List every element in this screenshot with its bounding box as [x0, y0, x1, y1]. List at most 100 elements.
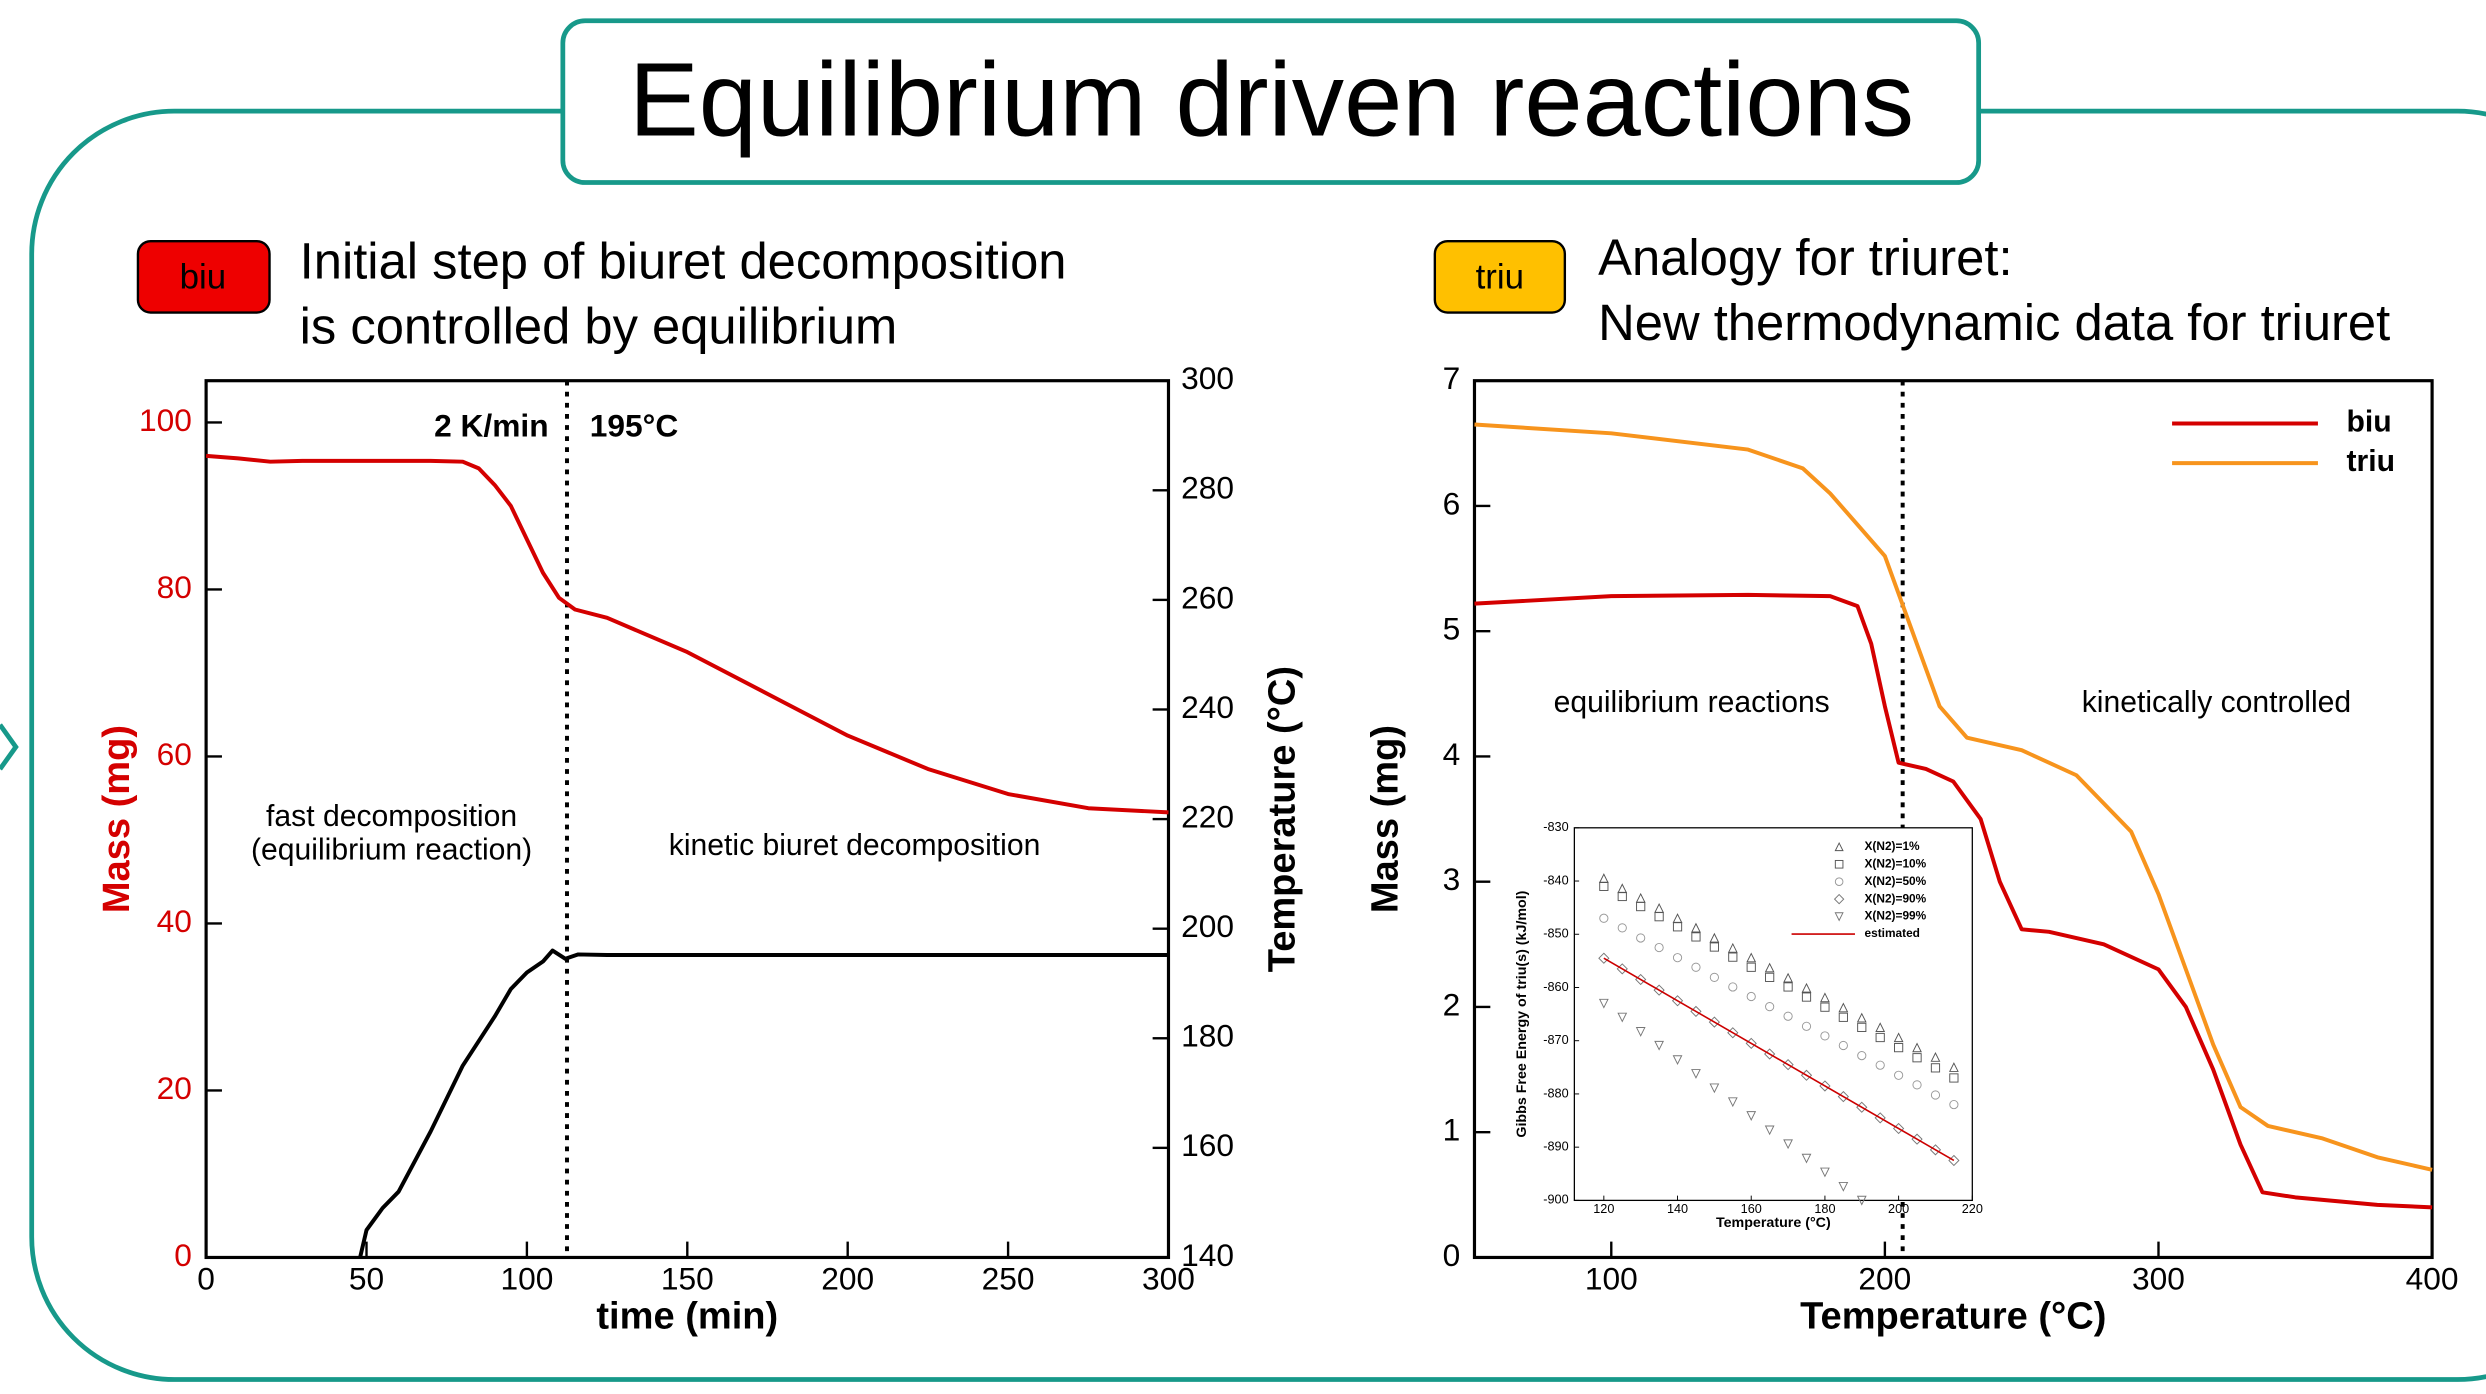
y-axis-label: Mass (mg)	[1364, 725, 1406, 913]
y-tick-label: 3	[1443, 861, 1461, 897]
y-tick-label: 100	[139, 402, 192, 438]
data-point	[1654, 912, 1664, 922]
legend-label: triu	[2346, 445, 2395, 478]
x-tick-label: 0	[197, 1261, 215, 1297]
data-point	[1912, 1042, 1922, 1053]
data-point	[1820, 992, 1830, 1003]
badge-label: biu	[180, 257, 227, 296]
badge-label: triu	[1476, 257, 1524, 296]
annotation: (equilibrium reaction)	[251, 834, 532, 867]
data-point	[1654, 942, 1664, 953]
x-axis-label: Temperature (°C)	[1800, 1295, 2106, 1337]
data-point	[1617, 923, 1627, 933]
x-tick-label: 100	[500, 1261, 553, 1297]
data-point	[1746, 962, 1756, 972]
data-line	[1474, 592, 2433, 1210]
legend-swatch	[1834, 859, 1844, 869]
y-tick-label: -840	[1543, 873, 1568, 887]
data-point	[1672, 953, 1683, 963]
y-tick-label: -870	[1543, 1033, 1568, 1047]
data-point	[1930, 1052, 1941, 1062]
y2-axis-label: Temperature (°C)	[1261, 666, 1303, 972]
data-point	[1765, 972, 1775, 982]
data-point	[1672, 922, 1683, 932]
data-point	[1691, 1069, 1701, 1079]
data-point	[1820, 1031, 1830, 1041]
y-tick-label: -860	[1543, 980, 1568, 994]
data-point	[1912, 1080, 1922, 1090]
data-point	[1894, 1070, 1904, 1080]
data-point	[1838, 1181, 1849, 1192]
annotation: fast decomposition	[266, 800, 517, 833]
data-point	[1801, 982, 1812, 993]
data-point	[1709, 1083, 1720, 1094]
data-point	[1636, 901, 1646, 912]
plot-frame	[1573, 827, 1973, 1202]
data-point	[1912, 1053, 1922, 1063]
y-tick-label: -830	[1543, 820, 1568, 834]
data-point	[1875, 1060, 1885, 1070]
data-point	[1617, 1012, 1628, 1023]
legend-label: X(N2)=50%	[1864, 874, 1926, 888]
side-arrow	[0, 723, 19, 771]
data-point	[1801, 992, 1812, 1002]
data-line	[358, 948, 1169, 1258]
data-point	[1672, 1055, 1683, 1066]
y-tick-label: 20	[157, 1070, 192, 1106]
data-point	[1930, 1063, 1941, 1073]
annotation: 195°C	[590, 408, 679, 444]
data-point	[1857, 1022, 1867, 1032]
x-tick-label: 400	[2406, 1261, 2459, 1297]
y2-tick-label: 140	[1181, 1237, 1234, 1273]
legend-label: biu	[2346, 405, 2391, 438]
data-point	[1728, 952, 1738, 962]
data-point	[1727, 1097, 1738, 1108]
data-point	[1765, 1002, 1775, 1012]
data-point	[1709, 972, 1719, 982]
x-tick-label: 150	[661, 1261, 714, 1297]
data-point	[1764, 962, 1775, 973]
legend-swatch	[1833, 893, 1845, 905]
y2-tick-label: 300	[1181, 360, 1234, 396]
y2-tick-label: 180	[1181, 1018, 1234, 1054]
x-tick-label: 220	[1962, 1202, 1983, 1216]
data-point	[1746, 1111, 1757, 1121]
annotation: kinetically controlled	[2082, 686, 2351, 719]
y2-tick-label: 240	[1181, 689, 1234, 725]
y-axis-label: Gibbs Free Energy of triu(s) (kJ/mol)	[1514, 890, 1530, 1137]
data-point	[1728, 982, 1738, 992]
data-point	[1820, 1002, 1830, 1012]
data-point	[1783, 1011, 1793, 1021]
y-tick-label: -890	[1543, 1140, 1568, 1154]
data-line	[205, 453, 1169, 815]
legend-swatch	[1834, 877, 1844, 886]
data-point	[1820, 1167, 1830, 1178]
y-tick-label: 1	[1443, 1112, 1461, 1148]
legend-label: estimated	[1864, 926, 1919, 940]
data-point	[1727, 942, 1738, 953]
x-tick-label: 180	[1814, 1202, 1835, 1216]
data-point	[1801, 1153, 1812, 1164]
data-point	[1654, 1040, 1665, 1051]
y-tick-label: 7	[1443, 360, 1461, 396]
data-point	[1617, 891, 1627, 902]
y2-tick-label: 280	[1181, 470, 1234, 506]
y2-tick-label: 160	[1181, 1127, 1234, 1163]
data-point	[1598, 998, 1609, 1009]
x-tick-label: 250	[982, 1261, 1035, 1297]
data-point	[1746, 952, 1757, 963]
data-point	[1893, 1032, 1904, 1043]
data-point	[1691, 962, 1701, 972]
x-tick-label: 300	[1142, 1261, 1195, 1297]
y-axis-label: Mass (mg)	[96, 725, 138, 913]
data-point	[1691, 922, 1701, 933]
data-point	[1691, 932, 1701, 942]
title-box	[560, 18, 1982, 185]
y-tick-label: 5	[1443, 611, 1461, 647]
data-point	[1709, 942, 1719, 952]
data-point	[1875, 1032, 1885, 1043]
data-point	[1599, 881, 1609, 891]
y-tick-label: -880	[1543, 1086, 1568, 1100]
x-axis-label: time (min)	[596, 1295, 778, 1337]
data-point	[1746, 991, 1756, 1002]
